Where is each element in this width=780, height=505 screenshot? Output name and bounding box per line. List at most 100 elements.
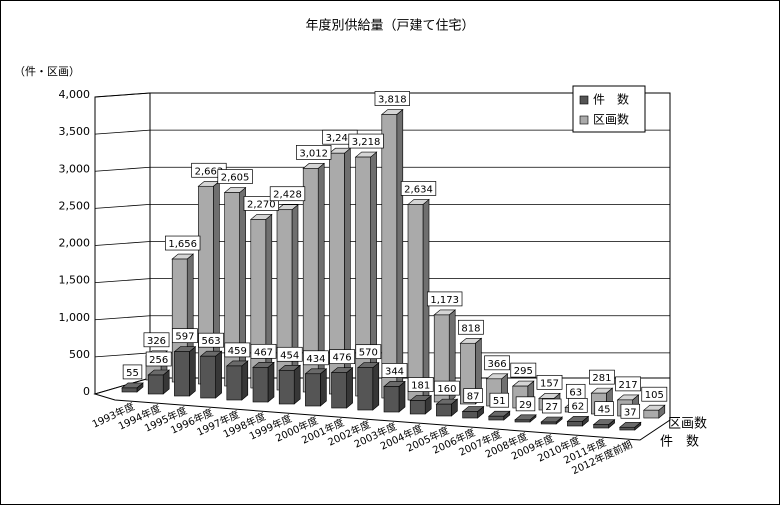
bar [174, 351, 190, 397]
value-label-box [250, 343, 277, 359]
value-label-box [122, 364, 143, 380]
bar [278, 369, 295, 405]
y-tick-label: 3,500 [59, 125, 91, 138]
value-label-text: 563 [202, 336, 221, 347]
value-label-text: 45 [598, 405, 611, 416]
y-tick-label: 1,500 [59, 274, 91, 287]
value-label-text: 3,818 [378, 95, 407, 106]
bar [488, 415, 505, 421]
value-label-text: 256 [149, 355, 168, 366]
value-label: 37 [620, 403, 641, 419]
bar-side [189, 346, 196, 397]
value-label: 55 [122, 364, 143, 380]
value-label-box [374, 91, 410, 106]
value-label-text: 3,012 [299, 148, 328, 159]
value-label-text: 63 [569, 387, 582, 398]
value-label-text: 570 [359, 348, 378, 359]
value-label-box [515, 396, 536, 412]
value-label: 63 [565, 383, 586, 399]
value-label-box [620, 403, 641, 419]
legend-swatch [579, 115, 589, 125]
value-label-text: 29 [519, 400, 532, 411]
bar [355, 156, 371, 397]
legend-label: 区画数 [593, 112, 629, 127]
value-label-box [143, 332, 170, 348]
value-label-text: 27 [545, 402, 558, 413]
value-label: 281 [589, 369, 615, 385]
grid-line [94, 241, 151, 246]
value-label: 181 [407, 377, 434, 392]
value-label: 344 [381, 363, 408, 378]
grid-line [94, 278, 151, 284]
bar [436, 403, 452, 417]
value-label-box [145, 351, 172, 367]
value-label-box [165, 235, 201, 251]
depth-label: 区画数 [668, 417, 707, 432]
bar [357, 367, 374, 411]
bar [540, 421, 557, 425]
value-label-text: 2,634 [404, 184, 433, 195]
value-label-text: 2,663 [195, 166, 224, 177]
value-label: 1,656 [165, 235, 201, 251]
bar [381, 114, 398, 399]
value-label: 326 [143, 332, 170, 348]
value-label: 2,605 [217, 169, 253, 184]
bar [383, 386, 400, 413]
value-label: 217 [615, 376, 641, 392]
grid-line [94, 166, 151, 172]
value-label-box [458, 319, 484, 335]
value-label-text: 344 [385, 366, 404, 377]
value-label-box [269, 186, 306, 202]
value-label-box [589, 369, 615, 385]
value-label-text: 160 [437, 384, 456, 395]
value-label: 157 [536, 374, 563, 390]
value-label-text: 2,270 [247, 199, 276, 210]
bar-side [320, 368, 327, 407]
bar-side [291, 204, 299, 391]
bar [462, 411, 478, 419]
value-label-text: 459 [228, 346, 247, 357]
value-label-box [536, 374, 563, 390]
value-label: 467 [250, 343, 277, 359]
value-label-text: 597 [175, 332, 194, 343]
value-label: 160 [434, 380, 460, 396]
value-label: 29 [515, 396, 536, 412]
depth-label: 件 数 [660, 435, 699, 450]
y-tick-label: 1,000 [59, 311, 91, 324]
value-label-box [276, 346, 303, 362]
value-label: 87 [463, 388, 483, 403]
value-label: 3,818 [374, 91, 410, 106]
bar-side [267, 361, 275, 403]
bar-side [265, 213, 273, 389]
y-tick-label: 2,000 [59, 237, 91, 250]
value-label: 570 [355, 344, 382, 360]
bar-side [293, 364, 301, 405]
bar [643, 409, 660, 419]
value-label-box [407, 377, 434, 392]
value-label: 563 [198, 332, 224, 348]
bar-side [372, 362, 380, 411]
value-label: 105 [641, 386, 668, 402]
value-label: 295 [510, 362, 537, 378]
value-label-box [303, 350, 329, 366]
value-label-box [510, 362, 537, 378]
value-label-box [381, 363, 408, 378]
chart-title: 年度別供給量（戸建て住宅） [305, 18, 474, 34]
value-label: 459 [224, 342, 251, 358]
bar-side [241, 360, 249, 401]
value-label-text: 3,218 [352, 137, 381, 148]
grid-line [94, 203, 151, 209]
value-label-text: 37 [624, 407, 637, 418]
bar [567, 421, 583, 427]
value-label-box [400, 181, 437, 196]
bar [276, 209, 293, 391]
grid-line [94, 315, 151, 321]
bar [305, 373, 321, 407]
value-label-box [434, 380, 460, 396]
legend [572, 85, 646, 133]
grid-line [94, 129, 151, 135]
y-tick-label: 3,000 [59, 162, 91, 175]
value-label: 256 [145, 351, 172, 367]
bar-side [396, 108, 404, 399]
